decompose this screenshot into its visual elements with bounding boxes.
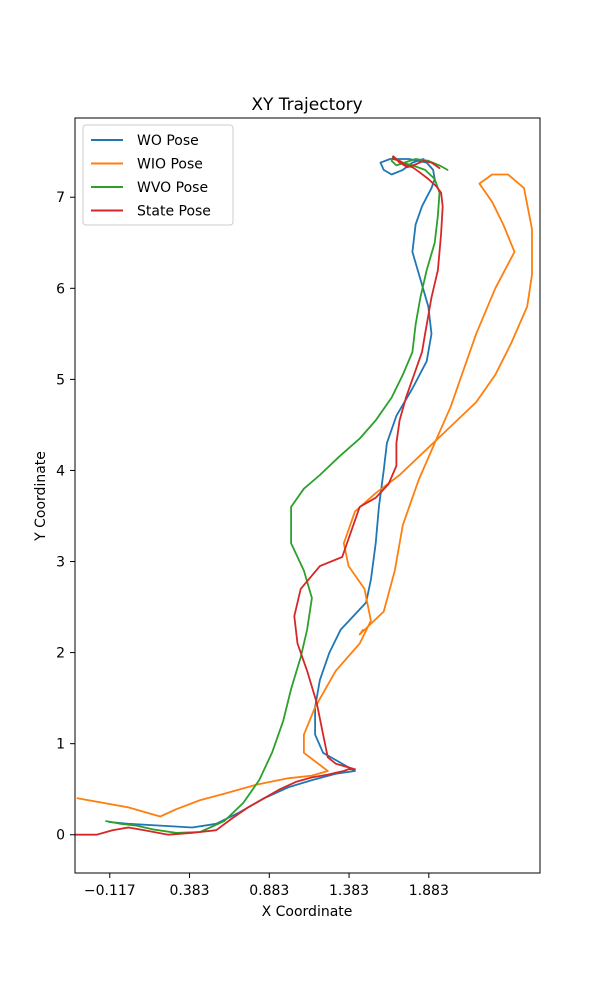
legend-label-4: State Pose [137, 204, 211, 220]
plot-area [75, 155, 533, 836]
x-tick-label: 1.383 [329, 883, 369, 899]
x-axis: −0.117 0.383 0.883 1.383 1.883 [84, 873, 449, 899]
y-axis-label: Y Coordinate [33, 451, 49, 542]
y-tick-label: 2 [56, 646, 65, 662]
x-tick-label: 1.883 [409, 883, 449, 899]
plot-frame [74, 117, 541, 874]
x-tick-label: 0.883 [249, 883, 289, 899]
y-tick-label: 1 [56, 737, 65, 753]
x-axis-label: X Coordinate [262, 904, 353, 920]
legend-label-1: WO Pose [137, 133, 199, 149]
series-line-3 [105, 155, 449, 834]
x-tick-label: −0.117 [84, 883, 136, 899]
series-line-2 [76, 173, 533, 818]
legend-label-3: WVO Pose [137, 180, 208, 196]
y-tick-label: 6 [56, 281, 65, 297]
y-tick-label: 4 [56, 463, 65, 479]
series-layer [75, 155, 533, 836]
chart-title: XY Trajectory [251, 95, 362, 115]
legend-box [82, 124, 234, 226]
series-line-4 [75, 155, 444, 836]
legend: WO Pose WIO Pose WVO Pose State Pose [82, 124, 234, 226]
legend-label-2: WIO Pose [137, 157, 203, 173]
series-line-1 [108, 158, 436, 829]
x-tick-label: 0.383 [169, 883, 209, 899]
y-tick-label: 5 [56, 372, 65, 388]
y-axis: 0 1 2 3 4 5 6 7 [56, 190, 75, 844]
y-tick-label: 3 [56, 555, 65, 571]
y-tick-label: 7 [56, 190, 65, 206]
y-tick-label: 0 [56, 828, 65, 844]
